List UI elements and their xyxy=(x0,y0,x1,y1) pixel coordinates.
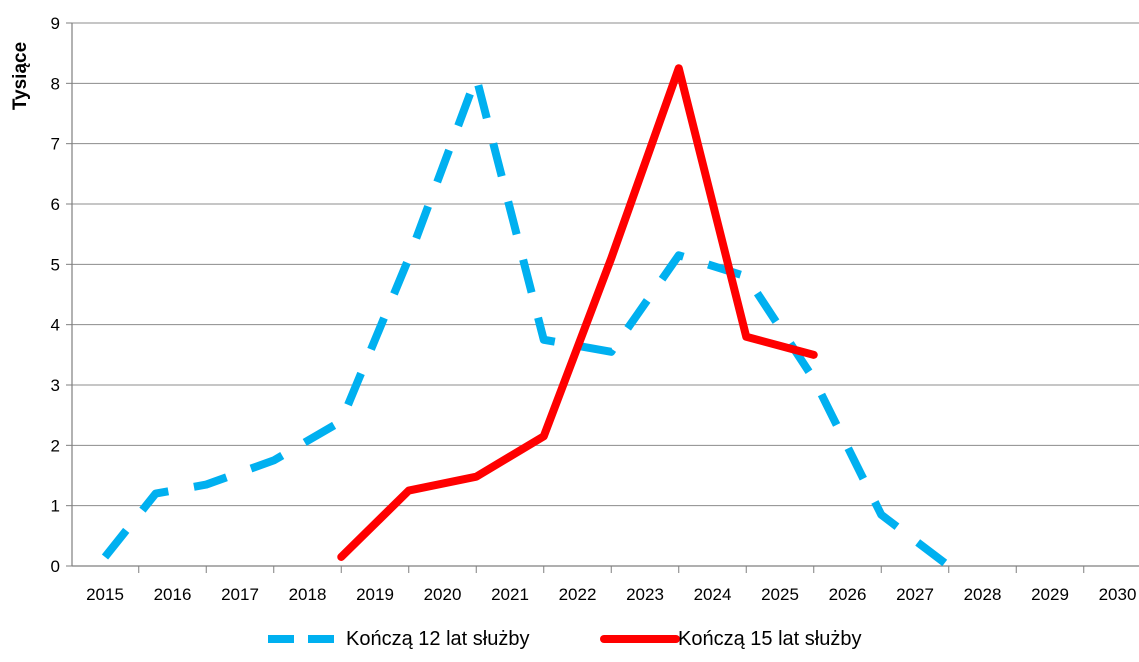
tick-labels: 0 1 2 3 4 5 6 7 8 9 2015 2016 2017 2018 2019 2020 2021 20… xyxy=(51,14,1137,604)
y-tick-label-6: 6 xyxy=(51,195,60,214)
x-tick-label-2017: 2017 xyxy=(221,585,259,604)
y-tick-label-1: 1 xyxy=(51,497,60,516)
y-tick-label-4: 4 xyxy=(51,316,60,335)
legend-label-1: Kończą 12 lat służby xyxy=(346,628,529,650)
axes xyxy=(66,22,1139,573)
y-tick-label-0: 0 xyxy=(51,557,60,576)
x-tick-label-2021: 2021 xyxy=(491,585,529,604)
x-tick-label-2024: 2024 xyxy=(694,585,732,604)
series-line-2 xyxy=(337,64,818,561)
y-tick-label-9: 9 xyxy=(51,14,60,33)
y-axis-label: Tysiące xyxy=(10,42,31,110)
x-tick-label-2027: 2027 xyxy=(896,585,934,604)
y-tick-label-8: 8 xyxy=(51,74,60,93)
x-tick-label-2020: 2020 xyxy=(424,585,462,604)
x-tick-label-2029: 2029 xyxy=(1031,585,1069,604)
x-tick-label-2025: 2025 xyxy=(761,585,799,604)
y-tick-label-2: 2 xyxy=(51,436,60,455)
y-tick-label-5: 5 xyxy=(51,255,60,274)
series-lines xyxy=(101,64,952,570)
legend: Kończą 12 lat służby Kończą 15 lat służby xyxy=(268,628,861,650)
x-tick-label-2023: 2023 xyxy=(626,585,664,604)
x-tick-label-2022: 2022 xyxy=(559,585,597,604)
x-tick-label-2026: 2026 xyxy=(829,585,867,604)
x-tick-label-2018: 2018 xyxy=(289,585,327,604)
y-tick-label-7: 7 xyxy=(51,135,60,154)
x-tick-label-2030: 2030 xyxy=(1099,585,1137,604)
x-tick-label-2028: 2028 xyxy=(964,585,1002,604)
series-line-1 xyxy=(101,73,952,570)
x-tick-label-2015: 2015 xyxy=(86,585,124,604)
legend-label-2: Kończą 15 lat służby xyxy=(678,628,861,650)
y-tick-label-3: 3 xyxy=(51,376,60,395)
x-tick-label-2019: 2019 xyxy=(356,585,394,604)
x-tick-label-2016: 2016 xyxy=(154,585,192,604)
